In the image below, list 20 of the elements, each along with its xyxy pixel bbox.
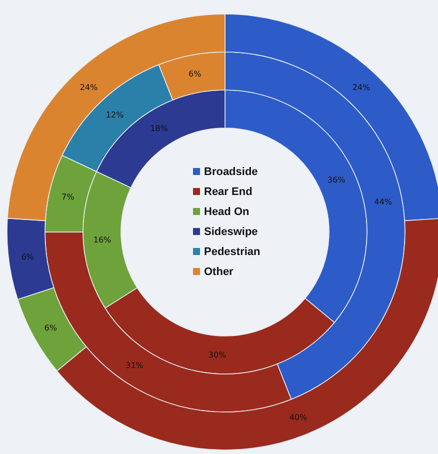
data-label: 24% [80,82,98,92]
data-label: 6% [188,70,202,79]
data-label: 16% [93,236,112,245]
legend-label: Head On [204,206,250,218]
data-label: 24% [352,82,371,92]
legend-label: Other [204,266,234,278]
data-label: 40% [289,412,308,422]
data-label: 6% [44,324,58,333]
legend-label: Broadside [204,166,258,178]
legend-label: Pedestrian [204,246,261,258]
data-label: 12% [106,110,124,120]
legend-label: Sideswipe [204,226,258,238]
data-label: 7% [62,192,75,202]
data-label: 30% [208,350,227,360]
data-label: 31% [126,360,144,370]
data-label: 18% [150,124,168,133]
legend-label: Rear End [204,186,252,198]
data-label: 6% [21,252,34,262]
data-label: 36% [327,175,346,184]
data-label: 44% [374,198,392,207]
